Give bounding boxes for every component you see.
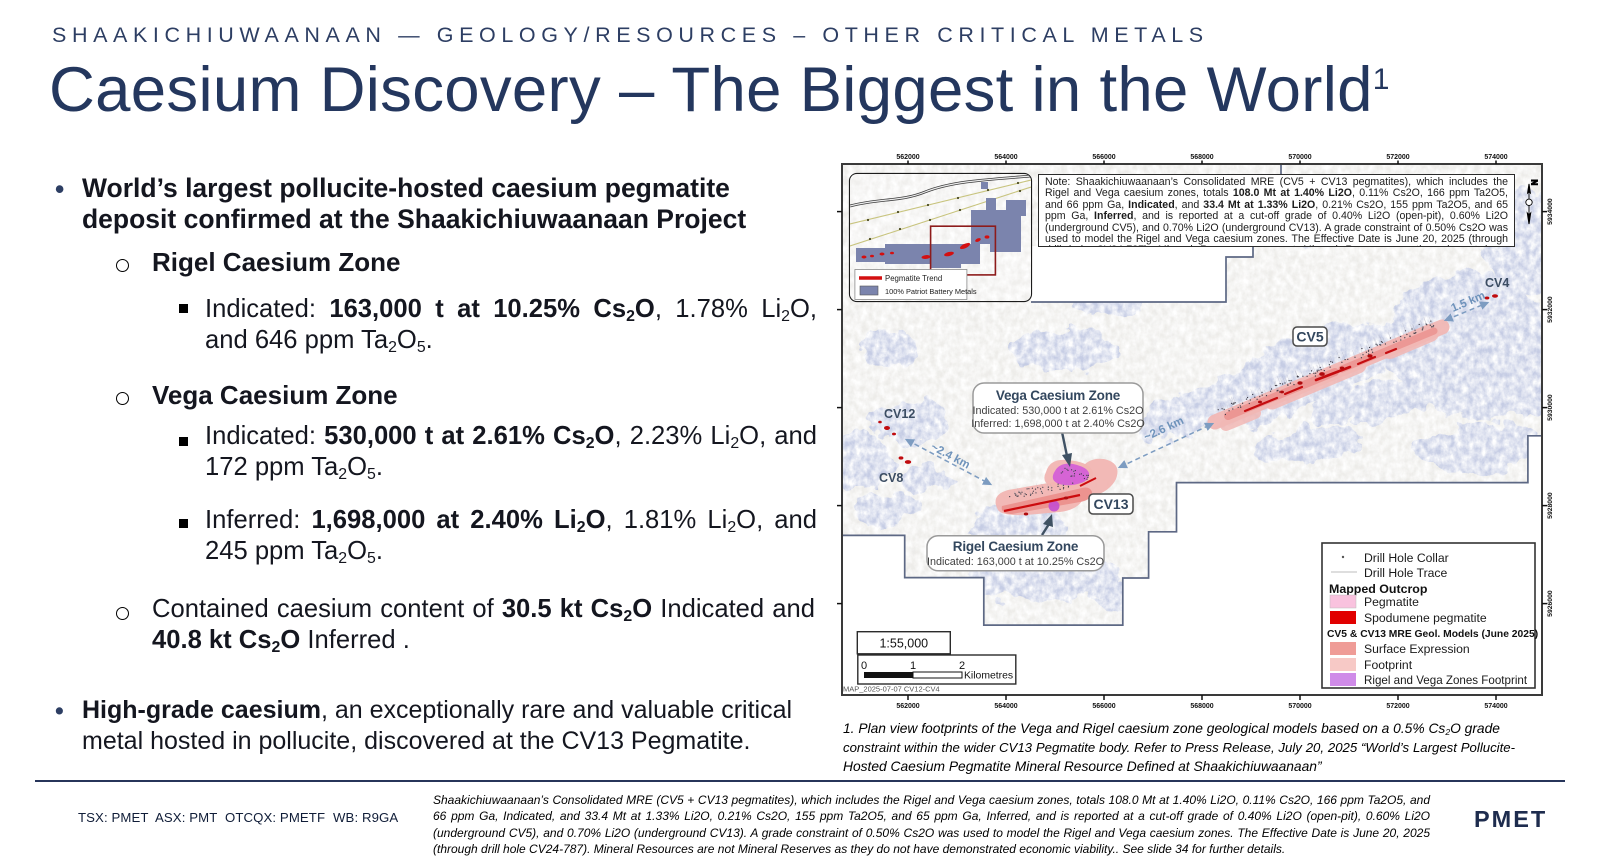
- svg-text:CV12: CV12: [884, 407, 915, 421]
- svg-text:Pegmatite Trend: Pegmatite Trend: [885, 274, 942, 283]
- svg-text:Rigel Caesium Zone: Rigel Caesium Zone: [953, 539, 1079, 554]
- svg-text:Drill Hole Collar: Drill Hole Collar: [1364, 551, 1449, 565]
- svg-text:562000: 562000: [896, 703, 919, 710]
- svg-text:CV8: CV8: [879, 471, 903, 485]
- svg-text:1: 1: [910, 660, 916, 672]
- svg-text:5934000: 5934000: [1547, 198, 1554, 225]
- svg-text:568000: 568000: [1190, 703, 1213, 710]
- svg-text:572000: 572000: [1386, 703, 1409, 710]
- svg-text:570000: 570000: [1288, 154, 1311, 161]
- svg-text:1:55,000: 1:55,000: [879, 637, 928, 651]
- svg-text:Mapped Outcrop: Mapped Outcrop: [1329, 582, 1428, 596]
- svg-text:570000: 570000: [1288, 703, 1311, 710]
- svg-text:100% Patriot Battery Metals: 100% Patriot Battery Metals: [885, 287, 977, 296]
- svg-text:Kilometres: Kilometres: [964, 671, 1013, 682]
- svg-text:566000: 566000: [1092, 154, 1115, 161]
- svg-text:Surface Expression: Surface Expression: [1364, 642, 1470, 656]
- svg-text:574000: 574000: [1484, 703, 1507, 710]
- svg-text:MAP_2025-07-07 CV12-CV4: MAP_2025-07-07 CV12-CV4: [843, 685, 940, 694]
- svg-text:566000: 566000: [1092, 703, 1115, 710]
- svg-text:Inferred: 1,698,000 t at 2.40%: Inferred: 1,698,000 t at 2.40% Cs2O: [971, 418, 1144, 430]
- svg-text:5932000: 5932000: [1547, 296, 1554, 323]
- svg-text:564000: 564000: [994, 703, 1017, 710]
- svg-text:Rigel and Vega Zones Footprint: Rigel and Vega Zones Footprint: [1364, 674, 1528, 687]
- svg-text:562000: 562000: [896, 154, 919, 161]
- svg-text:564000: 564000: [994, 154, 1017, 161]
- svg-text:568000: 568000: [1190, 154, 1213, 161]
- svg-text:5930000: 5930000: [1547, 394, 1554, 421]
- svg-text:CV5 & CV13 MRE Geol. Models (J: CV5 & CV13 MRE Geol. Models (June 2025): [1327, 629, 1538, 640]
- svg-text:Footprint: Footprint: [1364, 658, 1413, 672]
- svg-text:Drill Hole Trace: Drill Hole Trace: [1364, 566, 1448, 580]
- svg-text:5928000: 5928000: [1547, 492, 1554, 519]
- svg-text:5926000: 5926000: [1547, 590, 1554, 617]
- svg-text:Pegmatite: Pegmatite: [1364, 595, 1419, 609]
- svg-text:572000: 572000: [1386, 154, 1409, 161]
- svg-text:CV5: CV5: [1296, 329, 1323, 345]
- svg-text:CV13: CV13: [1093, 496, 1128, 512]
- svg-text:574000: 574000: [1484, 154, 1507, 161]
- svg-text:CV4: CV4: [1485, 276, 1509, 290]
- svg-text:Vega Caesium Zone: Vega Caesium Zone: [996, 388, 1121, 403]
- svg-text:Indicated: 530,000 t at 2.61%: Indicated: 530,000 t at 2.61% Cs2O: [972, 405, 1143, 417]
- svg-text:Indicated: 163,000 t at 10.25%: Indicated: 163,000 t at 10.25% Cs2O: [927, 556, 1104, 568]
- svg-text:0: 0: [861, 660, 867, 672]
- svg-text:N: N: [1530, 180, 1539, 186]
- svg-text:Spodumene pegmatite: Spodumene pegmatite: [1364, 611, 1487, 625]
- svg-text:2: 2: [959, 660, 965, 672]
